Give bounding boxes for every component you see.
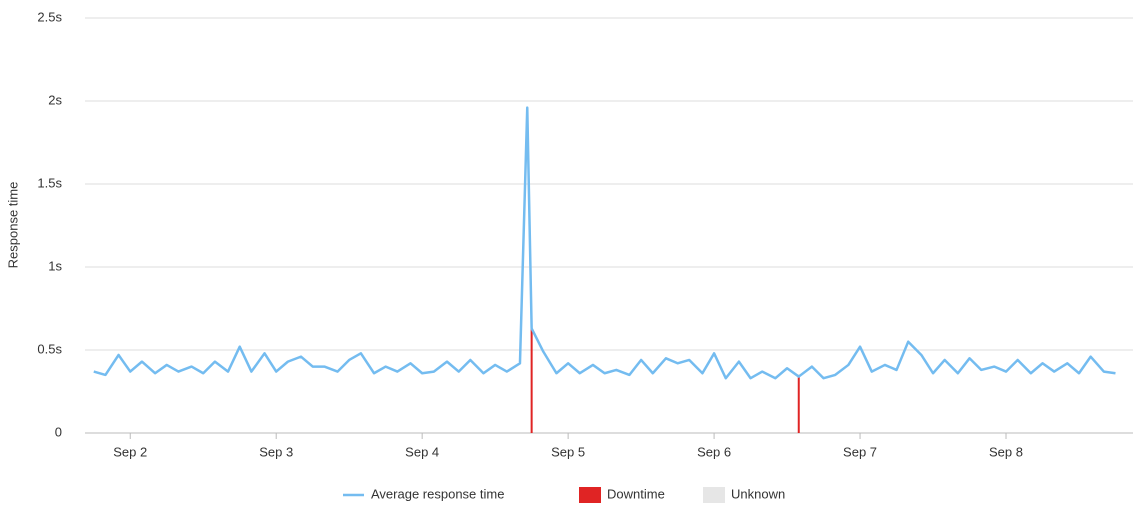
y-tick-label: 0 (55, 424, 62, 439)
legend-label: Unknown (731, 486, 785, 501)
legend-swatch (579, 487, 601, 503)
y-axis-label: Response time (5, 182, 20, 269)
x-tick-label: Sep 2 (113, 444, 147, 459)
response-line (93, 106, 1116, 380)
x-tick-label: Sep 6 (697, 444, 731, 459)
legend-label: Average response time (371, 486, 504, 501)
y-tick-label: 2.5s (37, 9, 62, 24)
x-tick-label: Sep 5 (551, 444, 585, 459)
y-tick-label: 1.5s (37, 175, 62, 190)
x-tick-label: Sep 4 (405, 444, 439, 459)
y-tick-label: 1s (48, 258, 62, 273)
y-tick-label: 0.5s (37, 341, 62, 356)
legend-label: Downtime (607, 486, 665, 501)
x-tick-label: Sep 8 (989, 444, 1023, 459)
downtime-bar (797, 374, 800, 433)
x-tick-label: Sep 3 (259, 444, 293, 459)
legend-swatch (703, 487, 725, 503)
y-tick-label: 2s (48, 92, 62, 107)
x-tick-label: Sep 7 (843, 444, 877, 459)
downtime-bar (530, 328, 533, 433)
